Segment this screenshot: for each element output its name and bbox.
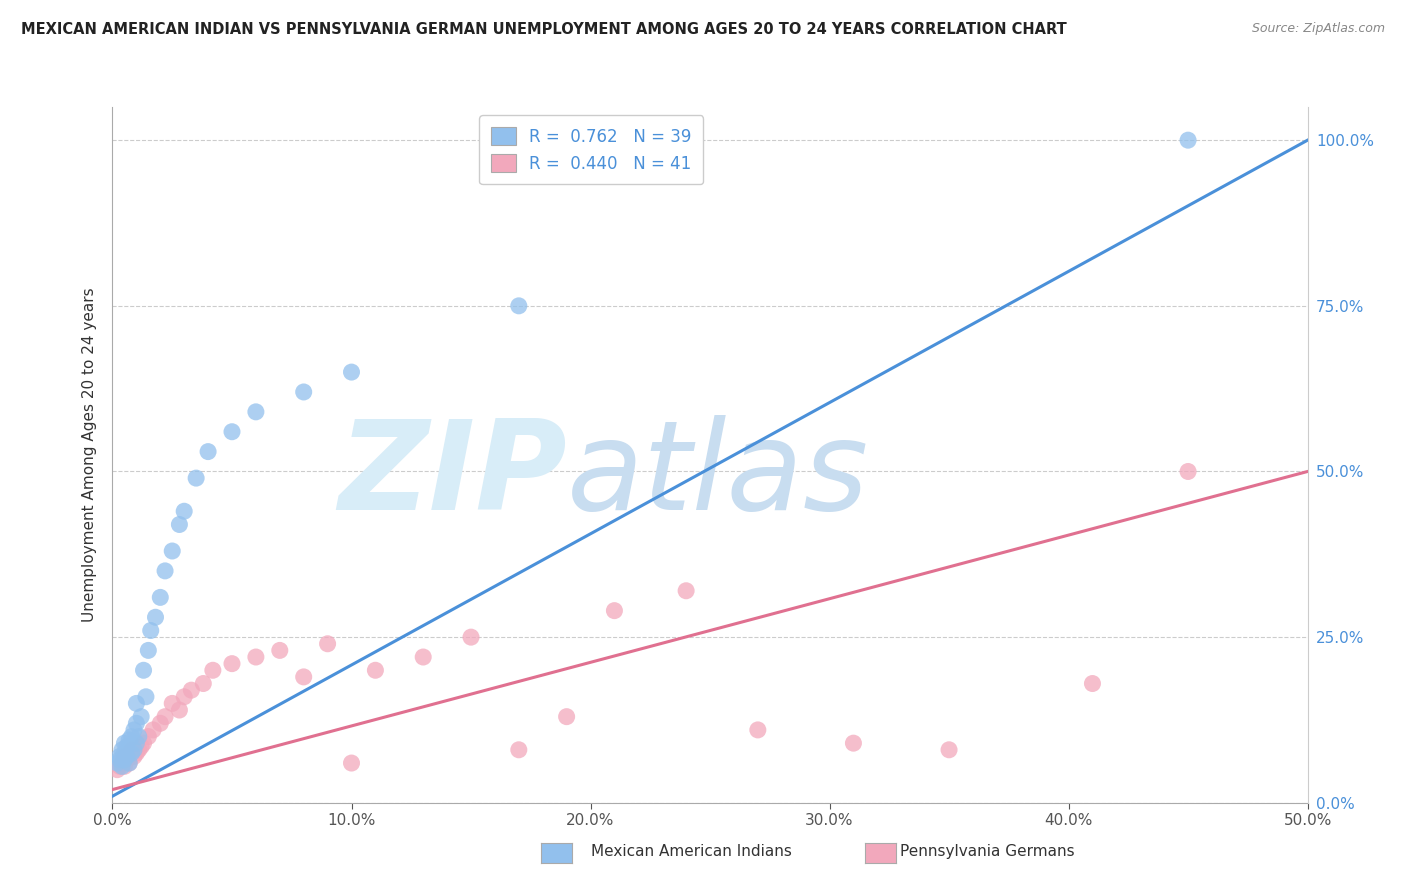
Point bbox=[129, 709, 152, 723]
Point bbox=[114, 753, 135, 767]
Point bbox=[142, 723, 165, 737]
Text: MEXICAN AMERICAN INDIAN VS PENNSYLVANIA GERMAN UNEMPLOYMENT AMONG AGES 20 TO 24 : MEXICAN AMERICAN INDIAN VS PENNSYLVANIA … bbox=[21, 22, 1067, 37]
Point bbox=[508, 299, 530, 313]
Point bbox=[508, 743, 530, 757]
Text: Pennsylvania Germans: Pennsylvania Germans bbox=[900, 845, 1074, 859]
Point bbox=[125, 716, 148, 731]
Point bbox=[173, 690, 195, 704]
Point bbox=[269, 643, 291, 657]
Point bbox=[842, 736, 865, 750]
Point bbox=[1177, 133, 1199, 147]
Point bbox=[162, 697, 183, 711]
Point bbox=[118, 732, 141, 747]
Point bbox=[201, 663, 224, 677]
Point bbox=[118, 756, 141, 770]
Point bbox=[340, 756, 363, 770]
Point bbox=[162, 544, 183, 558]
Point bbox=[747, 723, 769, 737]
Point bbox=[114, 746, 135, 760]
Point bbox=[364, 663, 387, 677]
Point bbox=[555, 709, 578, 723]
Y-axis label: Unemployment Among Ages 20 to 24 years: Unemployment Among Ages 20 to 24 years bbox=[82, 287, 97, 623]
Point bbox=[108, 753, 131, 767]
Text: Source: ZipAtlas.com: Source: ZipAtlas.com bbox=[1251, 22, 1385, 36]
Point bbox=[111, 743, 134, 757]
Point bbox=[138, 730, 160, 744]
Point bbox=[245, 405, 267, 419]
Text: Mexican American Indians: Mexican American Indians bbox=[591, 845, 792, 859]
Point bbox=[105, 756, 128, 770]
Point bbox=[340, 365, 363, 379]
Text: atlas: atlas bbox=[567, 416, 869, 536]
Point bbox=[105, 763, 128, 777]
Point bbox=[460, 630, 482, 644]
Point bbox=[121, 743, 143, 757]
Point bbox=[122, 723, 145, 737]
Point bbox=[1081, 676, 1104, 690]
Point bbox=[121, 746, 143, 760]
Point bbox=[186, 471, 208, 485]
Point bbox=[221, 657, 243, 671]
Point bbox=[114, 759, 135, 773]
Point bbox=[180, 683, 202, 698]
Point bbox=[173, 504, 195, 518]
Point bbox=[128, 743, 150, 757]
Point bbox=[132, 663, 155, 677]
Point bbox=[114, 749, 135, 764]
Point bbox=[115, 753, 138, 767]
Point bbox=[245, 650, 267, 665]
Point bbox=[135, 690, 157, 704]
Point bbox=[149, 591, 172, 605]
Point bbox=[292, 384, 315, 399]
Point bbox=[169, 703, 191, 717]
Point bbox=[153, 564, 176, 578]
Point bbox=[122, 749, 145, 764]
Point bbox=[603, 604, 626, 618]
Point bbox=[125, 697, 148, 711]
Point bbox=[138, 643, 160, 657]
Point bbox=[118, 756, 141, 770]
Point bbox=[316, 637, 339, 651]
Text: ZIP: ZIP bbox=[337, 416, 567, 536]
Point bbox=[193, 676, 215, 690]
Point bbox=[197, 444, 219, 458]
Legend: R =  0.762   N = 39, R =  0.440   N = 41: R = 0.762 N = 39, R = 0.440 N = 41 bbox=[479, 115, 703, 185]
Point bbox=[221, 425, 243, 439]
Point bbox=[129, 739, 152, 754]
Point bbox=[128, 730, 150, 744]
Point bbox=[108, 749, 131, 764]
Point bbox=[121, 730, 143, 744]
Point bbox=[132, 736, 155, 750]
Point bbox=[139, 624, 162, 638]
Point bbox=[111, 756, 134, 770]
Point bbox=[938, 743, 960, 757]
Point bbox=[153, 709, 176, 723]
Point bbox=[114, 736, 135, 750]
Point bbox=[115, 739, 138, 754]
Point bbox=[122, 743, 145, 757]
Point bbox=[125, 746, 148, 760]
Point bbox=[1177, 465, 1199, 479]
Point bbox=[145, 610, 167, 624]
Point bbox=[115, 749, 138, 764]
Point bbox=[149, 716, 172, 731]
Point bbox=[412, 650, 434, 665]
Point bbox=[111, 759, 134, 773]
Point bbox=[108, 759, 131, 773]
Point bbox=[169, 517, 191, 532]
Point bbox=[292, 670, 315, 684]
Point bbox=[125, 736, 148, 750]
Point bbox=[675, 583, 697, 598]
